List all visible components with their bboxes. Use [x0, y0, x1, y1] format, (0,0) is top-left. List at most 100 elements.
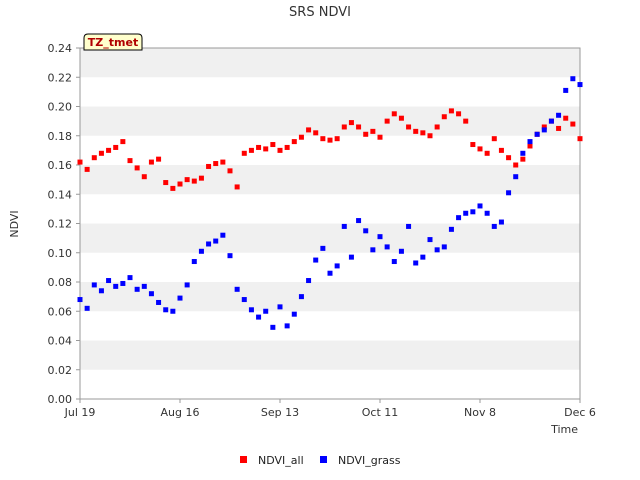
- data-point: [206, 163, 212, 169]
- data-point: [470, 142, 476, 148]
- grid-band: [80, 165, 580, 195]
- data-point: [134, 286, 140, 292]
- data-point: [134, 165, 140, 171]
- data-point: [320, 136, 326, 142]
- data-point: [548, 118, 554, 124]
- data-point: [484, 150, 490, 156]
- data-point: [227, 253, 233, 259]
- y-tick-label: 0.02: [48, 364, 73, 377]
- y-axis-label: NDVI: [8, 210, 21, 237]
- data-point: [163, 307, 169, 313]
- data-point: [170, 308, 176, 314]
- data-point: [256, 314, 262, 320]
- data-point: [384, 118, 390, 124]
- data-point: [541, 124, 547, 130]
- data-point: [84, 166, 90, 172]
- data-point: [441, 244, 447, 250]
- chart-title: SRS NDVI: [289, 5, 351, 20]
- grid-band: [80, 340, 580, 370]
- data-point: [484, 210, 490, 216]
- data-point: [234, 184, 240, 190]
- data-point: [363, 228, 369, 234]
- grid-band: [80, 106, 580, 136]
- x-tick-label: Aug 16: [161, 406, 200, 419]
- x-tick-label: Sep 13: [261, 406, 299, 419]
- data-point: [184, 177, 190, 183]
- legend-swatch: [240, 456, 247, 463]
- data-point: [463, 210, 469, 216]
- data-point: [270, 324, 276, 330]
- y-tick-label: 0.10: [48, 247, 73, 260]
- data-point: [213, 161, 219, 167]
- data-point: [577, 82, 583, 88]
- data-point: [256, 144, 262, 150]
- data-point: [263, 146, 269, 152]
- data-point: [91, 155, 97, 161]
- data-point: [291, 139, 297, 145]
- data-point: [220, 232, 226, 238]
- data-point: [570, 76, 576, 82]
- data-point: [320, 245, 326, 251]
- data-point: [520, 150, 526, 156]
- data-point: [413, 260, 419, 266]
- x-axis-label: Time: [550, 423, 578, 436]
- x-tick-label: Oct 11: [362, 406, 399, 419]
- data-point: [541, 127, 547, 133]
- y-tick-label: 0.18: [48, 130, 73, 143]
- data-point: [163, 180, 169, 186]
- grid-band: [80, 48, 580, 78]
- data-point: [398, 115, 404, 121]
- data-point: [263, 308, 269, 314]
- grid-band: [80, 77, 580, 107]
- data-point: [106, 278, 112, 284]
- data-point: [227, 168, 233, 174]
- data-point: [498, 219, 504, 225]
- data-point: [506, 155, 512, 161]
- data-point: [491, 223, 497, 229]
- data-point: [406, 124, 412, 130]
- data-point: [177, 295, 183, 301]
- data-point: [141, 283, 147, 289]
- data-point: [156, 156, 162, 162]
- y-tick-label: 0.00: [48, 393, 73, 406]
- y-tick-label: 0.06: [48, 305, 73, 318]
- grid-band: [80, 194, 580, 224]
- data-point: [498, 147, 504, 153]
- data-point: [277, 147, 283, 153]
- data-point: [127, 275, 133, 281]
- data-point: [191, 178, 197, 184]
- data-point: [298, 134, 304, 140]
- data-point: [441, 114, 447, 120]
- data-point: [241, 150, 247, 156]
- data-point: [241, 297, 247, 303]
- data-point: [348, 254, 354, 260]
- data-point: [563, 115, 569, 121]
- data-point: [306, 127, 312, 133]
- data-point: [334, 136, 340, 142]
- data-point: [91, 282, 97, 288]
- data-point: [577, 136, 583, 142]
- data-point: [570, 121, 576, 127]
- data-points: [77, 76, 583, 330]
- data-point: [348, 120, 354, 126]
- data-point: [434, 124, 440, 130]
- data-point: [377, 234, 383, 240]
- x-tick-label: Jul 19: [64, 406, 96, 419]
- data-point: [341, 124, 347, 130]
- data-point: [313, 130, 319, 136]
- x-tick-label: Dec 6: [564, 406, 596, 419]
- data-point: [306, 278, 312, 284]
- y-tick-label: 0.24: [48, 42, 73, 55]
- series-NDVI_grass: [77, 76, 583, 330]
- data-point: [284, 323, 290, 329]
- data-point: [477, 203, 483, 209]
- data-point: [370, 128, 376, 134]
- data-point: [84, 305, 90, 311]
- y-tick-label: 0.04: [48, 335, 73, 348]
- data-point: [398, 248, 404, 254]
- data-point: [477, 146, 483, 152]
- data-point: [356, 124, 362, 130]
- data-point: [191, 259, 197, 265]
- data-point: [213, 238, 219, 244]
